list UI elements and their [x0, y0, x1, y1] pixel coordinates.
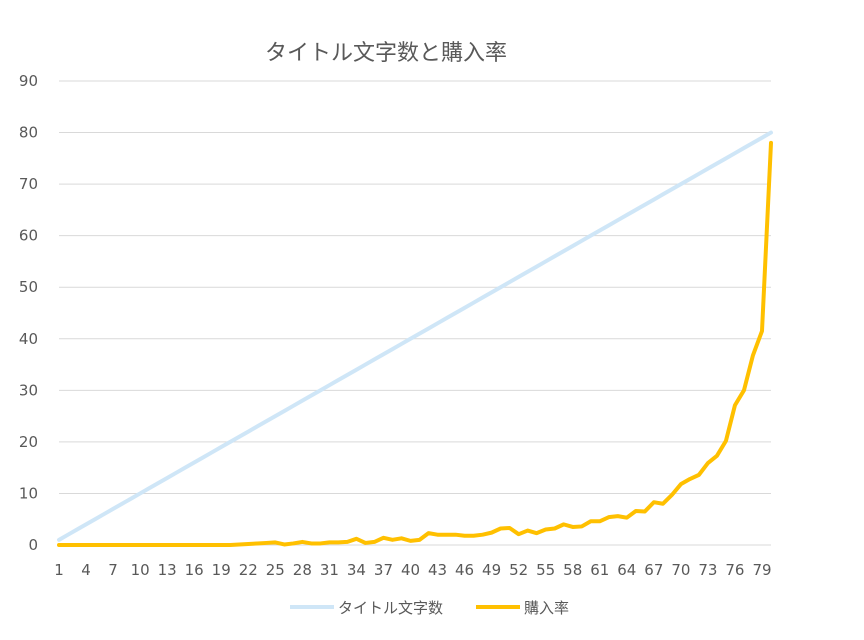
x-tick-label: 13 [158, 561, 177, 579]
x-tick-label: 34 [347, 561, 366, 579]
x-tick-label: 4 [81, 561, 91, 579]
x-tick-label: 49 [482, 561, 501, 579]
x-tick-label: 61 [590, 561, 609, 579]
x-tick-label: 52 [509, 561, 528, 579]
x-tick-label: 46 [455, 561, 474, 579]
x-axis-ticks: 1 4 7 10 13 16 19 22 25 28 31 34 37 40 43 46 49 52 55 58 61 6… [54, 561, 771, 579]
x-tick-label: 67 [644, 561, 663, 579]
gridlines [59, 80, 771, 546]
x-tick-label: 64 [617, 561, 636, 579]
y-axis-ticks: 0 10 20 30 40 50 60 70 80 90 [19, 72, 38, 554]
y-tick-label: 20 [19, 433, 38, 451]
legend-label: 購入率 [524, 599, 569, 617]
y-tick-label: 10 [19, 484, 38, 502]
legend-label: タイトル文字数 [338, 599, 443, 617]
x-tick-label: 10 [131, 561, 150, 579]
series-lines [57, 130, 773, 547]
x-tick-label: 28 [293, 561, 312, 579]
legend: タイトル文字数 購入率 [290, 599, 569, 617]
y-tick-label: 80 [19, 124, 38, 142]
x-tick-label: 25 [266, 561, 285, 579]
y-tick-label: 70 [19, 175, 38, 193]
x-tick-label: 58 [563, 561, 582, 579]
y-tick-label: 90 [19, 72, 38, 90]
series-line-purchase-rate [57, 140, 773, 547]
series-line-title-length [57, 130, 773, 542]
x-tick-label: 70 [671, 561, 690, 579]
y-tick-label: 50 [19, 278, 38, 296]
x-tick-label: 16 [185, 561, 204, 579]
y-tick-label: 30 [19, 381, 38, 399]
x-tick-label: 79 [752, 561, 771, 579]
legend-item-purchase-rate: 購入率 [476, 599, 569, 617]
x-tick-label: 22 [239, 561, 258, 579]
x-tick-label: 7 [108, 561, 118, 579]
x-tick-label: 76 [725, 561, 744, 579]
x-tick-label: 31 [320, 561, 339, 579]
legend-item-title-length: タイトル文字数 [290, 599, 443, 617]
y-tick-label: 0 [28, 536, 38, 554]
y-tick-label: 60 [19, 227, 38, 245]
x-tick-label: 43 [428, 561, 447, 579]
x-tick-label: 55 [536, 561, 555, 579]
x-tick-label: 40 [401, 561, 420, 579]
y-tick-label: 40 [19, 330, 38, 348]
chart-title: タイトル文字数と購入率 [265, 41, 507, 66]
x-tick-label: 37 [374, 561, 393, 579]
x-tick-label: 1 [54, 561, 64, 579]
x-tick-label: 73 [698, 561, 717, 579]
x-tick-label: 19 [212, 561, 231, 579]
